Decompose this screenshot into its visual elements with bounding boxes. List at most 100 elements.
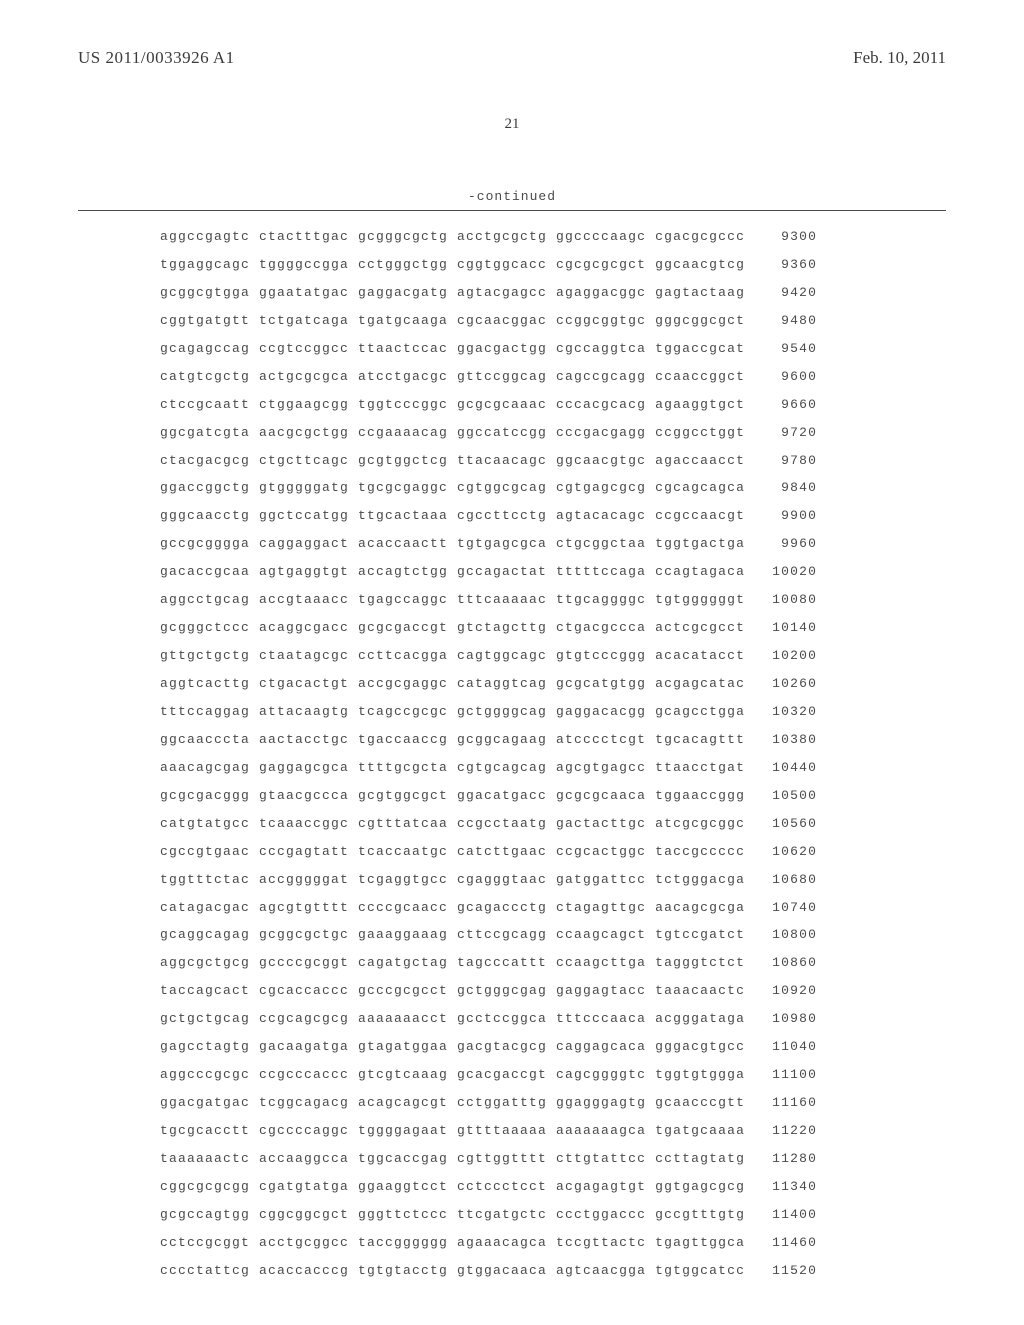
sequence-position: 10560 [763, 810, 817, 838]
sequence-groups: cctccgcggt acctgcggcc taccgggggg agaaaca… [160, 1229, 745, 1257]
sequence-row: gcggcgtgga ggaatatgac gaggacgatg agtacga… [160, 279, 946, 307]
sequence-row: cggcgcgcgg cgatgtatga ggaaggtcct cctccct… [160, 1173, 946, 1201]
sequence-groups: cgccgtgaac cccgagtatt tcaccaatgc catcttg… [160, 838, 745, 866]
sequence-row: gcgggctccc acaggcgacc gcgcgaccgt gtctagc… [160, 614, 946, 642]
sequence-position: 10620 [763, 838, 817, 866]
sequence-groups: tggtttctac accgggggat tcgaggtgcc cgagggt… [160, 866, 745, 894]
sequence-row: gcagagccag ccgtccggcc ttaactccac ggacgac… [160, 335, 946, 363]
sequence-row: tggtttctac accgggggat tcgaggtgcc cgagggt… [160, 866, 946, 894]
sequence-row: gcaggcagag gcggcgctgc gaaaggaaag cttccgc… [160, 921, 946, 949]
sequence-row: aggccgagtc ctactttgac gcgggcgctg acctgcg… [160, 223, 946, 251]
sequence-row: gggcaacctg ggctccatgg ttgcactaaa cgccttc… [160, 502, 946, 530]
sequence-groups: gctgctgcag ccgcagcgcg aaaaaaacct gcctccg… [160, 1005, 745, 1033]
sequence-row: tttccaggag attacaagtg tcagccgcgc gctgggg… [160, 698, 946, 726]
sequence-groups: tttccaggag attacaagtg tcagccgcgc gctgggg… [160, 698, 745, 726]
sequence-position: 9360 [763, 251, 817, 279]
sequence-row: cgccgtgaac cccgagtatt tcaccaatgc catcttg… [160, 838, 946, 866]
divider-rule [78, 210, 946, 211]
patent-page: US 2011/0033926 A1 Feb. 10, 2011 21 -con… [0, 0, 1024, 1325]
sequence-position: 11520 [763, 1257, 817, 1285]
sequence-row: aaacagcgag gaggagcgca ttttgcgcta cgtgcag… [160, 754, 946, 782]
sequence-row: aggcgctgcg gccccgcggt cagatgctag tagccca… [160, 949, 946, 977]
sequence-groups: ctccgcaatt ctggaagcgg tggtcccggc gcgcgca… [160, 391, 745, 419]
sequence-groups: gcgggctccc acaggcgacc gcgcgaccgt gtctagc… [160, 614, 745, 642]
sequence-position: 10440 [763, 754, 817, 782]
publication-number: US 2011/0033926 A1 [78, 48, 235, 68]
sequence-groups: catagacgac agcgtgtttt ccccgcaacc gcagacc… [160, 894, 745, 922]
sequence-groups: taccagcact cgcaccaccc gcccgcgcct gctgggc… [160, 977, 745, 1005]
sequence-position: 9300 [763, 223, 817, 251]
sequence-groups: gcgccagtgg cggcggcgct gggttctccc ttcgatg… [160, 1201, 745, 1229]
sequence-row: catgtcgctg actgcgcgca atcctgacgc gttccgg… [160, 363, 946, 391]
sequence-groups: gcagagccag ccgtccggcc ttaactccac ggacgac… [160, 335, 745, 363]
sequence-position: 10020 [763, 558, 817, 586]
sequence-groups: gagcctagtg gacaagatga gtagatggaa gacgtac… [160, 1033, 745, 1061]
sequence-groups: aaacagcgag gaggagcgca ttttgcgcta cgtgcag… [160, 754, 745, 782]
sequence-groups: catgtatgcc tcaaaccggc cgtttatcaa ccgccta… [160, 810, 745, 838]
sequence-groups: taaaaaactc accaaggcca tggcaccgag cgttggt… [160, 1145, 745, 1173]
sequence-groups: ctacgacgcg ctgcttcagc gcgtggctcg ttacaac… [160, 447, 745, 475]
sequence-groups: cccctattcg acaccacccg tgtgtacctg gtggaca… [160, 1257, 745, 1285]
sequence-groups: gcggcgtgga ggaatatgac gaggacgatg agtacga… [160, 279, 745, 307]
sequence-position: 10500 [763, 782, 817, 810]
sequence-groups: gcgcgacggg gtaacgccca gcgtggcgct ggacatg… [160, 782, 745, 810]
sequence-position: 9480 [763, 307, 817, 335]
sequence-groups: ggcgatcgta aacgcgctgg ccgaaaacag ggccatc… [160, 419, 745, 447]
sequence-groups: gggcaacctg ggctccatgg ttgcactaaa cgccttc… [160, 502, 745, 530]
sequence-row: gagcctagtg gacaagatga gtagatggaa gacgtac… [160, 1033, 946, 1061]
sequence-position: 10320 [763, 698, 817, 726]
sequence-position: 11040 [763, 1033, 817, 1061]
sequence-row: aggcccgcgc ccgcccaccc gtcgtcaaag gcacgac… [160, 1061, 946, 1089]
sequence-groups: aggcctgcag accgtaaacc tgagccaggc tttcaaa… [160, 586, 745, 614]
sequence-groups: gcaggcagag gcggcgctgc gaaaggaaag cttccgc… [160, 921, 745, 949]
sequence-groups: tgcgcacctt cgccccaggc tggggagaat gttttaa… [160, 1117, 745, 1145]
sequence-groups: aggcccgcgc ccgcccaccc gtcgtcaaag gcacgac… [160, 1061, 745, 1089]
sequence-groups: cggcgcgcgg cgatgtatga ggaaggtcct cctccct… [160, 1173, 745, 1201]
sequence-groups: catgtcgctg actgcgcgca atcctgacgc gttccgg… [160, 363, 745, 391]
sequence-row: gccgcgggga caggaggact acaccaactt tgtgagc… [160, 530, 946, 558]
sequence-groups: gttgctgctg ctaatagcgc ccttcacgga cagtggc… [160, 642, 745, 670]
sequence-row: ggcgatcgta aacgcgctgg ccgaaaacag ggccatc… [160, 419, 946, 447]
sequence-groups: gacaccgcaa agtgaggtgt accagtctgg gccagac… [160, 558, 745, 586]
sequence-row: tgcgcacctt cgccccaggc tggggagaat gttttaa… [160, 1117, 946, 1145]
sequence-groups: aggcgctgcg gccccgcggt cagatgctag tagccca… [160, 949, 745, 977]
sequence-position: 10860 [763, 949, 817, 977]
sequence-listing: aggccgagtc ctactttgac gcgggcgctg acctgcg… [160, 223, 946, 1285]
sequence-row: gcgccagtgg cggcggcgct gggttctccc ttcgatg… [160, 1201, 946, 1229]
sequence-row: ctacgacgcg ctgcttcagc gcgtggctcg ttacaac… [160, 447, 946, 475]
sequence-row: catagacgac agcgtgtttt ccccgcaacc gcagacc… [160, 894, 946, 922]
sequence-row: ctccgcaatt ctggaagcgg tggtcccggc gcgcgca… [160, 391, 946, 419]
sequence-position: 10140 [763, 614, 817, 642]
sequence-position: 9900 [763, 502, 817, 530]
sequence-groups: ggcaacccta aactacctgc tgaccaaccg gcggcag… [160, 726, 745, 754]
sequence-position: 10740 [763, 894, 817, 922]
sequence-row: cggtgatgtt tctgatcaga tgatgcaaga cgcaacg… [160, 307, 946, 335]
page-header: US 2011/0033926 A1 Feb. 10, 2011 [78, 48, 946, 68]
sequence-position: 10260 [763, 670, 817, 698]
page-number: 21 [78, 116, 946, 133]
sequence-position: 10800 [763, 921, 817, 949]
sequence-position: 11400 [763, 1201, 817, 1229]
sequence-row: catgtatgcc tcaaaccggc cgtttatcaa ccgccta… [160, 810, 946, 838]
sequence-position: 11460 [763, 1229, 817, 1257]
sequence-row: cccctattcg acaccacccg tgtgtacctg gtggaca… [160, 1257, 946, 1285]
sequence-row: gcgcgacggg gtaacgccca gcgtggcgct ggacatg… [160, 782, 946, 810]
sequence-position: 11280 [763, 1145, 817, 1173]
sequence-groups: ggaccggctg gtgggggatg tgcgcgaggc cgtggcg… [160, 474, 745, 502]
sequence-position: 9960 [763, 530, 817, 558]
sequence-groups: gccgcgggga caggaggact acaccaactt tgtgagc… [160, 530, 745, 558]
sequence-row: gacaccgcaa agtgaggtgt accagtctgg gccagac… [160, 558, 946, 586]
sequence-position: 11340 [763, 1173, 817, 1201]
sequence-position: 10080 [763, 586, 817, 614]
sequence-position: 9600 [763, 363, 817, 391]
sequence-row: ggacgatgac tcggcagacg acagcagcgt cctggat… [160, 1089, 946, 1117]
sequence-position: 10380 [763, 726, 817, 754]
sequence-position: 10200 [763, 642, 817, 670]
sequence-position: 11160 [763, 1089, 817, 1117]
sequence-position: 9420 [763, 279, 817, 307]
sequence-row: aggtcacttg ctgacactgt accgcgaggc cataggt… [160, 670, 946, 698]
sequence-position: 9660 [763, 391, 817, 419]
sequence-position: 10980 [763, 1005, 817, 1033]
publication-date: Feb. 10, 2011 [853, 48, 946, 68]
sequence-row: ggaccggctg gtgggggatg tgcgcgaggc cgtggcg… [160, 474, 946, 502]
